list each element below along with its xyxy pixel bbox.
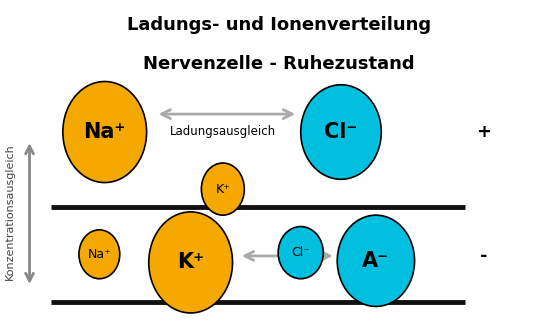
Text: K⁺: K⁺ <box>177 252 204 273</box>
Ellipse shape <box>149 212 233 313</box>
Text: Nervenzelle - Ruhezustand: Nervenzelle - Ruhezustand <box>143 55 415 73</box>
Ellipse shape <box>79 230 120 279</box>
Text: +: + <box>476 123 491 141</box>
FancyArrowPatch shape <box>245 251 330 260</box>
Ellipse shape <box>337 215 415 306</box>
Text: Na⁺: Na⁺ <box>88 248 111 261</box>
Text: Cl⁻: Cl⁻ <box>291 246 310 259</box>
Text: Na⁺: Na⁺ <box>84 122 126 142</box>
Ellipse shape <box>301 85 381 179</box>
Text: K⁺: K⁺ <box>215 183 230 196</box>
Ellipse shape <box>63 82 147 183</box>
Ellipse shape <box>278 227 323 279</box>
Ellipse shape <box>201 163 244 215</box>
Text: A⁻: A⁻ <box>362 251 389 271</box>
Text: -: - <box>480 247 487 265</box>
Text: Konzentrationsausgleich: Konzentrationsausgleich <box>5 143 14 280</box>
Text: Ladungs- und Ionenverteilung: Ladungs- und Ionenverteilung <box>127 16 431 34</box>
Text: Ladungsausgleich: Ladungsausgleich <box>170 125 276 138</box>
FancyArrowPatch shape <box>26 146 33 281</box>
Text: Cl⁻: Cl⁻ <box>324 122 358 142</box>
FancyArrowPatch shape <box>162 110 292 119</box>
